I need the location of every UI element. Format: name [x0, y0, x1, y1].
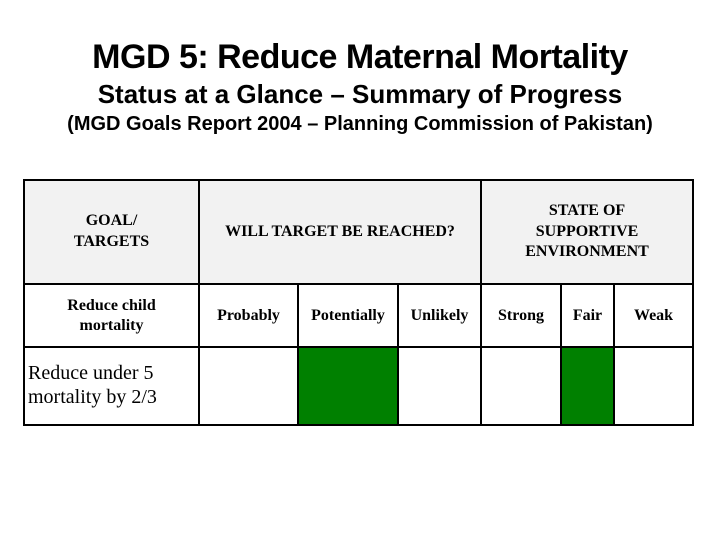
subheader-cell-unlikely: Unlikely	[397, 283, 482, 348]
title-block: MGD 5: Reduce Maternal Mortality Status …	[0, 0, 720, 136]
table-header-row: GOAL/ TARGETS WILL TARGET BE REACHED? ST…	[23, 179, 695, 285]
header-cell-supportive-environment: STATE OF SUPPORTIVE ENVIRONMENT	[479, 179, 695, 285]
status-cell-potentially	[297, 346, 399, 426]
slide-subtitle: Status at a Glance – Summary of Progress	[97, 79, 623, 110]
subheader-cell-goal: Reduce child mortality	[23, 283, 200, 348]
status-cell-fair	[560, 346, 615, 426]
status-cell-probably	[198, 346, 299, 426]
subheader-cell-fair: Fair	[560, 283, 615, 348]
data-cell-goal: Reduce under 5 mortality by 2/3	[23, 346, 200, 426]
subheader-cell-strong: Strong	[480, 283, 562, 348]
subheader-cell-potentially: Potentially	[297, 283, 399, 348]
header-cell-will-target-be-reached: WILL TARGET BE REACHED?	[198, 179, 482, 285]
status-cell-weak	[612, 346, 695, 426]
subheader-cell-weak: Weak	[612, 283, 695, 348]
slide-source-line: (MGD Goals Report 2004 – Planning Commis…	[67, 112, 653, 135]
slide-title: MGD 5: Reduce Maternal Mortality	[92, 38, 628, 76]
status-cell-strong	[480, 346, 562, 426]
subheader-cell-probably: Probably	[198, 283, 299, 348]
status-table: GOAL/ TARGETS WILL TARGET BE REACHED? ST…	[23, 179, 695, 426]
status-cell-unlikely	[397, 346, 482, 426]
table-subheader-row: Reduce child mortality Probably Potentia…	[23, 283, 695, 348]
table-data-row: Reduce under 5 mortality by 2/3	[23, 346, 695, 426]
header-cell-goal-targets: GOAL/ TARGETS	[23, 179, 200, 285]
